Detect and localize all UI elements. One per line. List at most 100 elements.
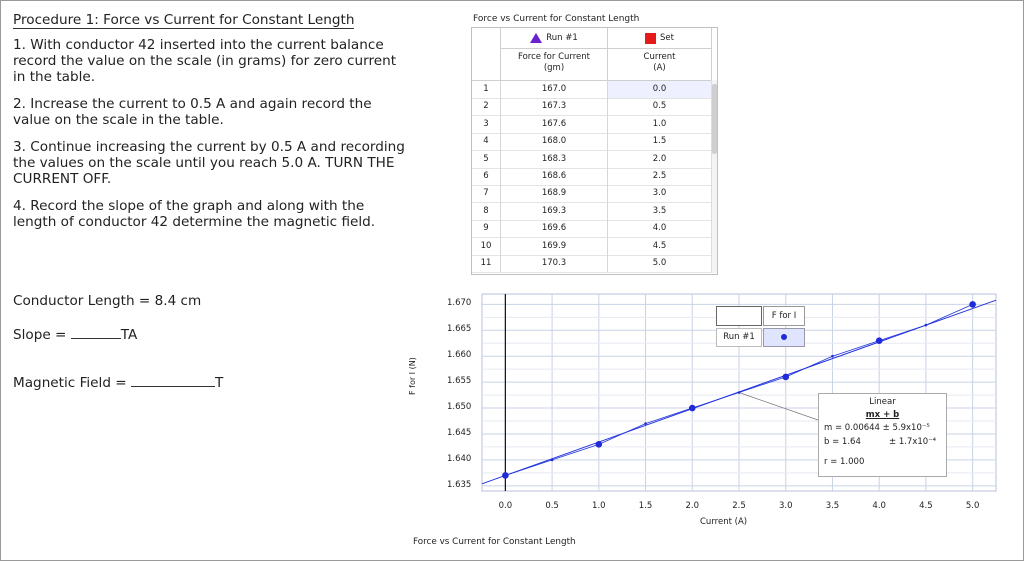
step-4: 4. Record the slope of the graph and alo… xyxy=(13,198,376,230)
magnetic-field-blank[interactable] xyxy=(130,373,215,387)
procedure-panel: Procedure 1: Force vs Current for Consta… xyxy=(13,12,408,241)
y-axis-label: F for I (N) xyxy=(408,357,417,395)
x-tick-label: 2.0 xyxy=(685,501,700,511)
current-col-name: Current xyxy=(643,52,676,62)
table-row[interactable]: 3 167.6 1.0 xyxy=(472,115,712,134)
table-row[interactable]: 9 169.6 4.0 xyxy=(472,220,712,239)
row-index[interactable]: 5 xyxy=(472,150,501,169)
y-tick-label: 1.635 xyxy=(447,479,472,490)
force-cell[interactable]: 169.6 xyxy=(501,220,608,239)
current-cell[interactable]: 0.5 xyxy=(608,98,712,117)
current-cell[interactable]: 4.0 xyxy=(608,220,712,239)
table-row[interactable]: 4 168.0 1.5 xyxy=(472,133,712,152)
table-row[interactable]: 6 168.6 2.5 xyxy=(472,168,712,186)
x-tick-label: 0.5 xyxy=(545,501,559,511)
current-col-unit: (A) xyxy=(653,63,666,73)
magnetic-field-label: Magnetic Field = xyxy=(13,375,131,391)
row-index[interactable]: 1 xyxy=(472,81,501,99)
row-index[interactable]: 7 xyxy=(472,185,501,204)
legend-blank-cell xyxy=(716,306,762,326)
x-tick-label: 4.0 xyxy=(872,501,886,511)
fit-r: r = 1.000 xyxy=(824,457,865,467)
force-cell[interactable]: 167.3 xyxy=(501,98,608,117)
row-index[interactable]: 2 xyxy=(472,98,501,117)
current-cell[interactable]: 4.5 xyxy=(608,237,712,256)
table-row[interactable]: 8 169.3 3.5 xyxy=(472,202,712,221)
x-tick-label: 1.5 xyxy=(638,501,653,511)
row-index[interactable]: 6 xyxy=(472,168,501,186)
slope-blank[interactable] xyxy=(70,325,121,339)
table-row[interactable]: 11 170.3 5.0 xyxy=(472,255,712,273)
slope-label: Slope = xyxy=(13,327,71,343)
fit-intercept-error: ± 1.7x10⁻⁴ xyxy=(889,437,937,447)
x-tick-label: 4.5 xyxy=(919,501,933,511)
force-cell[interactable]: 167.6 xyxy=(501,115,608,134)
legend-run: Run #1 xyxy=(716,328,762,347)
table-title: Force vs Current for Constant Length xyxy=(473,14,640,24)
current-cell[interactable]: 1.0 xyxy=(608,115,712,134)
force-cell[interactable]: 167.0 xyxy=(501,81,608,99)
legend-marker xyxy=(763,328,805,347)
magnetic-field-unit: T xyxy=(214,375,224,391)
y-tick-label: 1.660 xyxy=(447,350,472,361)
current-cell[interactable]: 0.0 xyxy=(608,81,712,99)
run-triangle-icon xyxy=(530,33,543,43)
fit-slope: m = 0.00644 ± 5.9x10⁻⁵ xyxy=(824,423,930,433)
set-label: Set xyxy=(660,33,674,43)
force-cell[interactable]: 169.9 xyxy=(501,237,608,256)
magnetic-field: Magnetic Field = T xyxy=(13,373,223,391)
current-cell[interactable]: 3.5 xyxy=(608,202,712,221)
legend-series: F for I xyxy=(763,306,805,326)
current-column-header[interactable]: Set Current (A) xyxy=(608,28,712,81)
row-index[interactable]: 8 xyxy=(472,202,501,221)
table-row[interactable]: 2 167.3 0.5 xyxy=(472,98,712,117)
force-column-header[interactable]: Run #1 Force for Current (gm) xyxy=(501,28,608,81)
point-dot-icon xyxy=(781,334,787,340)
scrollbar-thumb[interactable] xyxy=(712,84,717,154)
slope-unit: TA xyxy=(120,327,138,343)
x-tick-label: 2.5 xyxy=(732,501,746,511)
force-cell[interactable]: 170.3 xyxy=(501,255,608,273)
current-cell[interactable]: 2.0 xyxy=(608,150,712,169)
x-tick-label: 5.0 xyxy=(965,501,980,511)
fit-equation: mx + b xyxy=(865,410,900,420)
conductor-length: Conductor Length = 8.4 cm xyxy=(13,293,202,309)
y-tick-label: 1.655 xyxy=(447,376,472,387)
force-cell[interactable]: 168.0 xyxy=(501,133,608,152)
data-table[interactable]: Run #1 Force for Current (gm) Set Current… xyxy=(471,27,718,275)
force-cell[interactable]: 168.6 xyxy=(501,168,608,186)
fit-title: Linear xyxy=(869,397,896,407)
y-tick-label: 1.665 xyxy=(447,324,472,335)
step-1: 1. With conductor 42 inserted into the c… xyxy=(13,37,397,85)
force-cell[interactable]: 168.3 xyxy=(501,150,608,169)
run-label: Run #1 xyxy=(546,33,578,43)
force-cell[interactable]: 168.9 xyxy=(501,185,608,204)
legend[interactable]: F for I Run #1 xyxy=(716,306,805,347)
y-tick-label: 1.650 xyxy=(447,402,472,413)
graph-footer: Force vs Current for Constant Length xyxy=(413,537,576,547)
x-tick-label: 3.5 xyxy=(825,501,840,511)
current-cell[interactable]: 1.5 xyxy=(608,133,712,152)
x-tick-label: 3.0 xyxy=(778,501,793,511)
table-row[interactable]: 10 169.9 4.5 xyxy=(472,237,712,256)
current-cell[interactable]: 5.0 xyxy=(608,255,712,273)
slope-field: Slope = TA xyxy=(13,325,137,343)
step-2: 2. Increase the current to 0.5 A and aga… xyxy=(13,96,372,128)
x-tick-label: 0.0 xyxy=(498,501,513,511)
table-row[interactable]: 7 168.9 3.0 xyxy=(472,185,712,204)
force-cell[interactable]: 169.3 xyxy=(501,202,608,221)
row-index[interactable]: 3 xyxy=(472,115,501,134)
fit-box[interactable]: Linear mx + b m = 0.00644 ± 5.9x10⁻⁵ b =… xyxy=(818,393,947,477)
table-row[interactable]: 5 168.3 2.0 xyxy=(472,150,712,169)
step-3: 3. Continue increasing the current by 0.… xyxy=(13,139,405,187)
current-cell[interactable]: 2.5 xyxy=(608,168,712,186)
table-row[interactable]: 1 167.0 0.0 xyxy=(472,81,712,99)
set-square-icon xyxy=(645,32,657,44)
row-index[interactable]: 9 xyxy=(472,220,501,239)
current-cell[interactable]: 3.0 xyxy=(608,185,712,204)
force-col-name: Force for Current xyxy=(517,52,590,62)
table-scrollbar[interactable] xyxy=(711,80,717,273)
row-index[interactable]: 10 xyxy=(472,237,501,256)
row-index[interactable]: 11 xyxy=(472,255,501,273)
row-index[interactable]: 4 xyxy=(472,133,501,152)
